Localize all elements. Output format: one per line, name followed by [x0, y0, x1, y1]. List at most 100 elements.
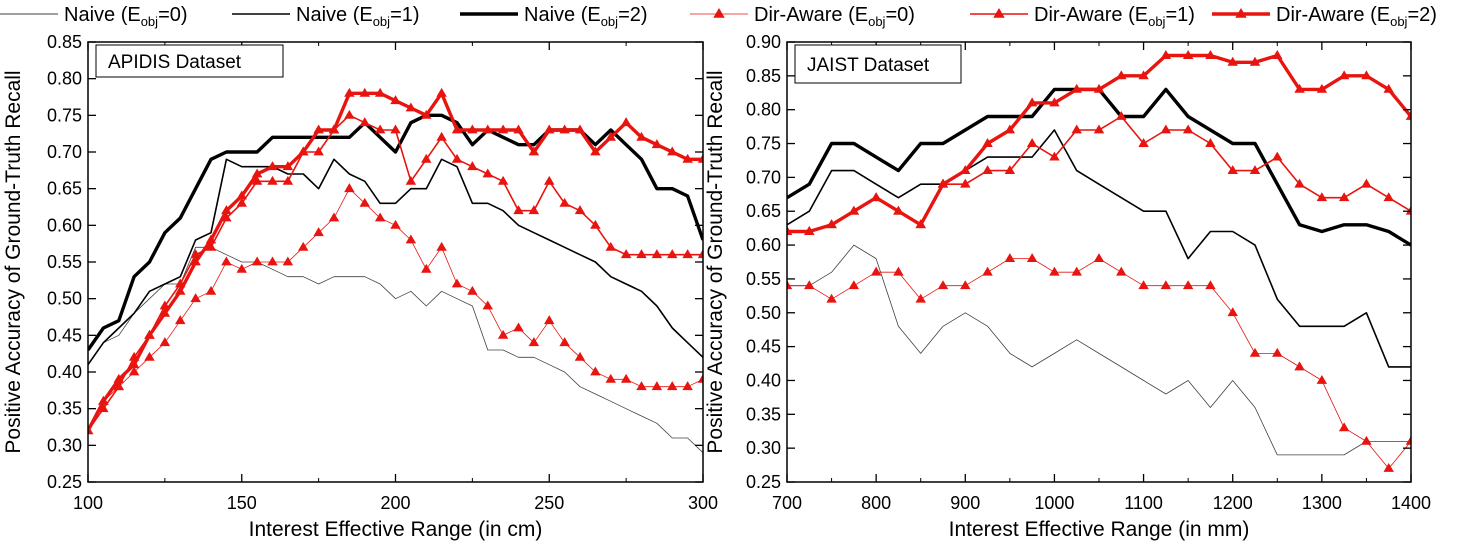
data-point	[544, 124, 555, 134]
data-point	[374, 212, 386, 222]
legend-label: Dir-Aware (Eobj=0)	[754, 4, 915, 29]
data-point	[421, 153, 432, 163]
data-point	[205, 285, 217, 295]
data-point	[144, 329, 155, 339]
data-point	[98, 395, 109, 405]
data-point	[1405, 110, 1411, 120]
data-point	[1361, 435, 1372, 445]
data-point	[682, 381, 693, 391]
data-point	[1383, 83, 1394, 93]
data-point	[848, 280, 860, 290]
y-tick-label: 0.75	[746, 134, 781, 154]
y-tick-label: 0.40	[47, 362, 82, 382]
y-tick-label: 0.75	[47, 105, 82, 125]
data-point	[1227, 56, 1238, 66]
data-point	[482, 168, 493, 178]
data-point	[1026, 138, 1038, 147]
data-point	[405, 102, 417, 112]
data-point	[390, 95, 401, 105]
data-point	[544, 315, 555, 325]
data-point	[451, 124, 463, 134]
data-point	[1049, 266, 1060, 276]
data-point	[528, 337, 540, 347]
data-point	[870, 266, 882, 276]
legend-label: Naive (Eobj=1)	[296, 4, 420, 29]
data-point	[574, 351, 586, 361]
data-point	[605, 131, 616, 141]
data-point	[960, 178, 971, 188]
data-point	[682, 153, 693, 163]
x-tick-label: 700	[772, 493, 802, 513]
series-group	[88, 87, 703, 453]
data-point	[267, 256, 278, 266]
data-point	[1316, 192, 1328, 202]
y-tick-label: 0.55	[47, 252, 82, 272]
x-tick-label: 150	[227, 493, 257, 513]
data-point	[1227, 307, 1238, 317]
data-point	[1249, 165, 1261, 175]
y-tick-label: 0.80	[746, 100, 781, 120]
data-point	[651, 139, 663, 149]
data-point	[113, 373, 124, 383]
y-tick-label: 0.80	[47, 69, 82, 89]
series-line	[787, 87, 1411, 247]
panel-title: APIDIS Dataset	[108, 52, 242, 73]
data-point	[636, 381, 647, 391]
y-tick-label: 0.50	[746, 303, 781, 323]
y-tick-label: 0.30	[47, 435, 82, 455]
data-point	[1138, 138, 1149, 147]
x-tick-label: 800	[861, 493, 891, 513]
data-point	[893, 266, 904, 276]
data-point	[544, 175, 555, 185]
data-point	[467, 161, 478, 171]
y-tick-label: 0.35	[47, 399, 82, 419]
y-tick-label: 0.50	[47, 289, 82, 309]
series-line	[787, 129, 1411, 368]
data-point	[451, 153, 463, 163]
data-point	[1249, 347, 1261, 357]
data-point	[1160, 124, 1172, 134]
data-point	[513, 205, 524, 215]
data-point	[893, 205, 904, 215]
y-tick-label: 0.40	[746, 370, 781, 390]
data-point	[328, 124, 340, 134]
chart-panel: 700 800 900 1000 1100 1200 1300 1400 0.25 0.30 0.3…	[704, 32, 1431, 541]
y-tick-label: 0.30	[746, 438, 781, 458]
data-point	[937, 178, 949, 188]
data-point	[697, 153, 703, 163]
data-point	[405, 175, 417, 185]
data-point	[1138, 70, 1149, 80]
data-point	[528, 146, 540, 156]
data-point	[960, 165, 971, 175]
legend-item: Naive (Eobj=0)	[0, 4, 188, 29]
panel-title-box	[794, 44, 962, 84]
legend-item: Naive (Eobj=2)	[460, 4, 648, 29]
data-point	[282, 256, 294, 266]
x-tick-label: 200	[380, 493, 410, 513]
data-point	[421, 263, 432, 273]
y-tick-label: 0.45	[47, 325, 82, 345]
data-point	[1383, 462, 1394, 472]
data-point	[915, 219, 926, 229]
data-point	[960, 280, 971, 290]
legend-item: Dir-Aware (Eobj=2)	[1212, 4, 1437, 29]
legend-item: Dir-Aware (Eobj=1)	[970, 4, 1195, 29]
data-point	[620, 249, 632, 259]
data-point	[651, 249, 663, 259]
data-point	[467, 124, 478, 134]
data-point	[436, 87, 447, 97]
data-point	[298, 146, 309, 156]
data-point	[482, 124, 493, 134]
series-line	[787, 115, 1411, 233]
legend-swatch-marker	[1235, 8, 1247, 18]
data-point	[1026, 97, 1038, 107]
data-point	[451, 278, 463, 288]
data-point	[870, 192, 882, 202]
data-point	[205, 234, 217, 244]
data-point	[1160, 280, 1172, 290]
legend-item: Dir-Aware (Eobj=0)	[690, 4, 915, 29]
data-point	[667, 146, 678, 156]
x-tick-label: 1100	[1124, 493, 1163, 513]
plot-frame	[87, 41, 704, 483]
data-point	[144, 351, 155, 361]
